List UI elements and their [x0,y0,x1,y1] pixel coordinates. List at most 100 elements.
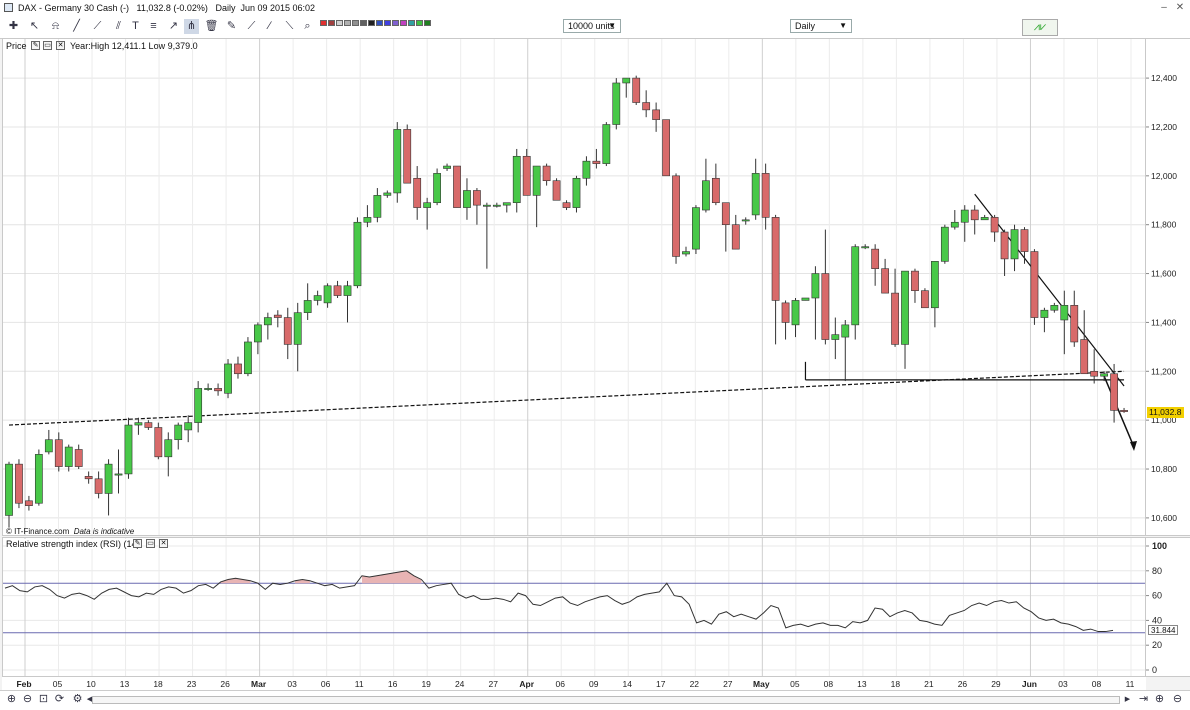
scroll-end-icon[interactable]: ⇥ [1138,693,1149,705]
wrench-icon[interactable]: ✎ [133,539,142,548]
candlestick [1050,305,1059,311]
refresh-icon[interactable]: ⟳ [54,693,65,705]
fit-icon[interactable]: ⊡ [38,693,49,705]
minimize-icon[interactable]: – [1161,2,1167,13]
close-panel-icon[interactable]: ✕ [56,41,65,50]
scroll-left-icon[interactable]: ◀ [86,696,93,703]
price-axis-label: 12,400 [1151,73,1177,83]
history-scrollbar[interactable] [92,696,1120,704]
date-axis-label: 08 [824,679,834,689]
color-swatch[interactable] [408,20,415,26]
draw-icon[interactable]: ✎ [226,20,237,32]
candlestick [154,427,163,458]
text-tool-icon[interactable]: T [132,20,139,32]
candlestick [990,217,999,233]
trendline-icon[interactable]: ⟋ [93,20,102,32]
channel-icon[interactable]: ⫽ [116,20,121,32]
candlestick [244,341,252,375]
color-swatch[interactable] [424,20,431,26]
arrow-tool-icon[interactable]: ↗ [168,20,179,32]
restore-icon[interactable]: ▭ [43,41,52,50]
color-swatch[interactable] [400,20,407,26]
scroll-right-icon[interactable]: ▶ [1124,696,1131,703]
chart-window-icon [4,3,13,12]
color-swatch[interactable] [352,20,359,26]
candlestick [194,388,203,423]
candlestick [1020,229,1029,252]
date-axis-label: 21 [924,679,934,689]
close-panel-icon[interactable]: ✕ [159,539,168,548]
date-axis-label: 18 [891,679,901,689]
color-swatch[interactable] [336,20,343,26]
alert-bell-icon[interactable]: ⍾ [51,20,60,32]
rsi-chart-plot[interactable] [3,538,1145,676]
zoom-in-icon[interactable]: ⊕ [1154,693,1165,705]
pitchfork-icon[interactable]: ⋔ [184,19,199,34]
candlestick [682,251,690,255]
candlestick [622,77,631,84]
candlestick [512,155,521,204]
color-swatch[interactable] [416,20,423,26]
zoom-in-icon[interactable]: ⊕ [6,693,17,705]
line-tool-icon[interactable]: ∕ [268,20,271,32]
zoom-icon[interactable]: ⌕ [304,20,311,32]
draw-icon-2[interactable]: ⟋ [247,20,256,32]
candlestick [642,102,651,111]
price-chart-plot[interactable] [3,39,1145,535]
candlestick [44,439,53,453]
settings-icon[interactable]: ⚙ [72,693,83,705]
chart-style-icon[interactable]: ⩘⩗ [1022,19,1058,36]
candlestick [861,246,870,249]
date-axis-label: 08 [1092,679,1102,689]
color-swatch[interactable] [384,20,391,26]
rsi-line [4,570,1114,633]
rsi-panel[interactable]: Relative strength index (RSI) (14) ✎ ▭ ✕ [2,537,1146,677]
rsi-axis-label: 100 [1152,541,1167,551]
candlestick [502,202,511,206]
candlestick [960,209,969,223]
date-axis-label: 06 [556,679,566,689]
color-swatch[interactable] [320,20,327,26]
fibonacci-icon[interactable]: ≡ [150,20,157,32]
draw-icon-3[interactable]: ⟍ [285,20,294,32]
color-swatch[interactable] [368,20,375,26]
color-swatch[interactable] [376,20,383,26]
candlestick [353,221,362,287]
candlestick [64,446,73,467]
candlestick [403,129,412,184]
price-axis-label: 11,600 [1151,269,1177,279]
date-axis-label: 03 [287,679,297,689]
color-swatch[interactable] [344,20,351,26]
line-icon[interactable]: ╱ [73,20,80,32]
date-axis-label: 17 [656,679,666,689]
delete-icon[interactable]: 🗑 [204,20,219,32]
candlestick [443,165,451,169]
crosshair-icon[interactable]: ✚ [8,20,19,32]
date-axis-label: 27 [488,679,498,689]
color-swatch[interactable] [328,20,335,26]
candlestick [54,439,63,467]
color-swatch[interactable] [360,20,367,26]
drawing-toolbar: ✚ ↖ ⍾ ╱ ⟋ ⫽ T ≡ ↗ ⋔ 🗑 ✎ ⟋ ∕ ⟍ ⌕ 10000 un… [0,16,1190,39]
restore-icon[interactable]: ▭ [146,539,155,548]
close-icon[interactable]: ✕ [1175,2,1185,13]
color-swatch[interactable] [392,20,399,26]
candlestick [522,155,531,196]
candlestick [761,173,770,218]
zoom-out-icon[interactable]: ⊖ [22,693,33,705]
date-axis-label: 05 [53,679,63,689]
candlestick [751,173,760,216]
zoom-out-icon[interactable]: ⊖ [1172,693,1183,705]
price-axis-label: 11,200 [1151,366,1177,376]
units-select[interactable]: 10000 units ▼ [563,19,621,33]
date-axis-label: 23 [187,679,197,689]
candlestick [931,261,939,309]
price-panel[interactable]: Price ✎ ▭ ✕ Year:High 12,411.1 Low 9,379… [2,38,1146,536]
pointer-icon[interactable]: ↖ [29,20,40,32]
candlestick [692,207,700,250]
wrench-icon[interactable]: ✎ [31,41,40,50]
date-axis-label: 18 [153,679,163,689]
period-select[interactable]: Daily ▼ [790,19,852,33]
price-axis-label: 12,000 [1151,171,1177,181]
candlestick [184,422,193,431]
